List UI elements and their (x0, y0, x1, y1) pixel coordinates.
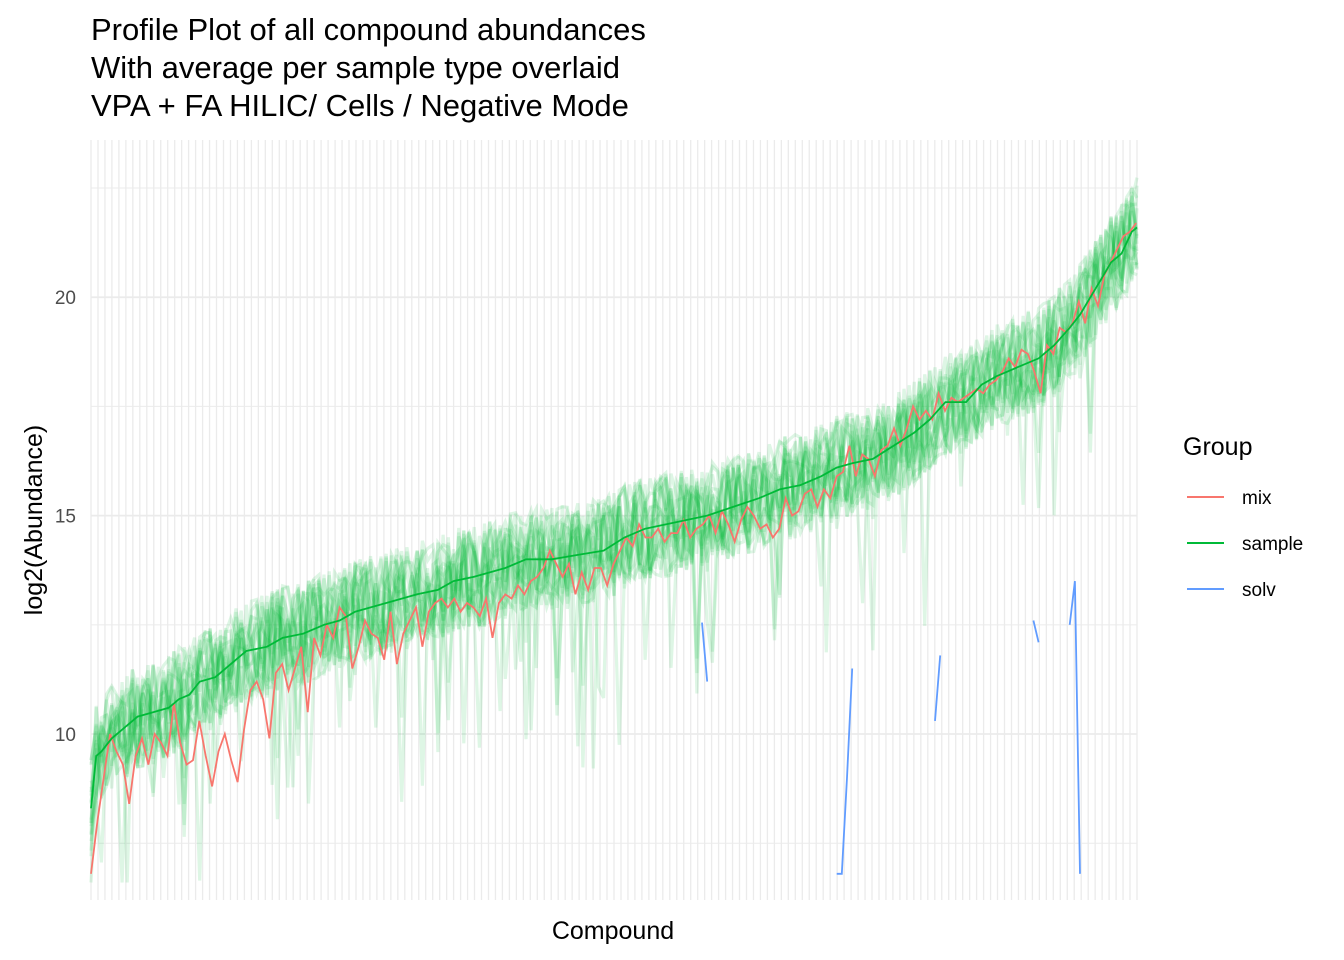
sample-trace-line (89, 233, 1138, 863)
sample-trace-line (89, 191, 1139, 801)
sample-trace-line (89, 202, 1138, 803)
sample-trace-line (89, 201, 1139, 804)
y-tick-label: 20 (55, 288, 76, 309)
solv-average-segment (1032, 620, 1040, 643)
y-tick-label: 10 (55, 725, 76, 746)
sample-trace-line (89, 203, 1139, 821)
grid (90, 140, 1138, 900)
title-line-3: VPA + FA HILIC/ Cells / Negative Mode (91, 88, 629, 123)
legend-label-sample: sample (1242, 534, 1303, 555)
solv-average-segment (1068, 580, 1081, 874)
sample-trace-line (89, 212, 1138, 842)
sample-trace-line (89, 210, 1139, 805)
group-average-lines (90, 222, 1138, 875)
sample-trace-line (89, 195, 1139, 834)
sample-trace-line (89, 208, 1139, 883)
title-line-1: Profile Plot of all compound abundances (91, 12, 646, 47)
sample-trace-line (89, 177, 1139, 823)
y-axis-title: log2(Abundance) (20, 425, 48, 615)
y-tick-label: 15 (55, 507, 76, 528)
x-axis-title: Compound (552, 917, 674, 945)
legend-label-mix: mix (1242, 488, 1272, 509)
mix-average-line (90, 222, 1137, 874)
sample-trace-line (89, 225, 1139, 883)
legend: Group mix sample solv (1183, 433, 1303, 601)
sample-trace-line (89, 187, 1139, 883)
y-axis-ticks: 10 15 20 (55, 288, 76, 746)
individual-sample-lines (89, 177, 1139, 883)
solv-average-segment (934, 655, 942, 721)
sample-average-line (90, 226, 1138, 809)
title-line-2: With average per sample type overlaid (91, 50, 620, 85)
sample-trace-line (89, 203, 1139, 803)
legend-title: Group (1183, 433, 1252, 461)
solv-average-segment (701, 622, 709, 682)
sample-trace-line (89, 216, 1139, 836)
sample-trace-line (89, 200, 1139, 788)
chart-title: Profile Plot of all compound abundances … (91, 12, 646, 123)
sample-trace-line (89, 185, 1139, 881)
legend-label-solv: solv (1242, 580, 1276, 601)
solv-average-segment (836, 668, 854, 875)
sample-trace-line (89, 185, 1139, 837)
